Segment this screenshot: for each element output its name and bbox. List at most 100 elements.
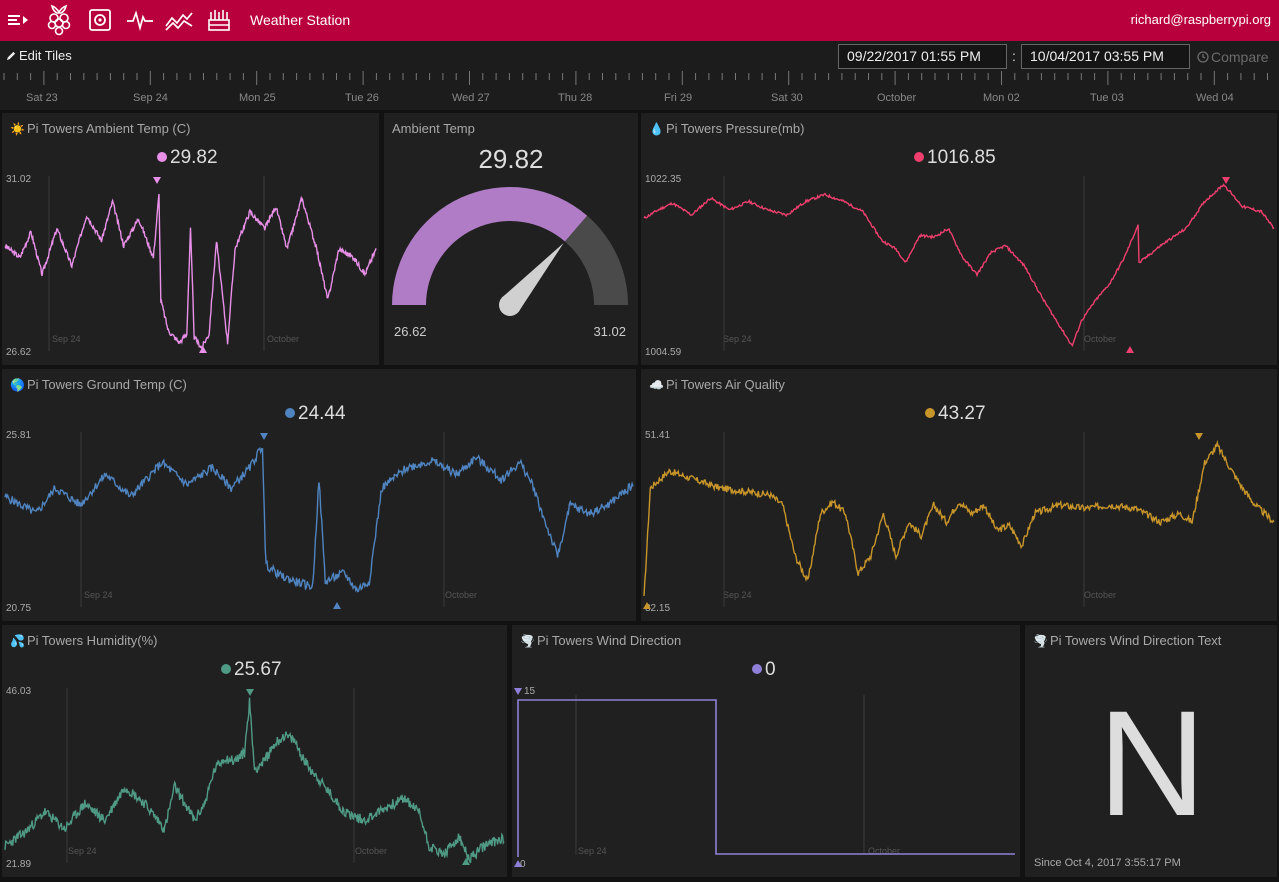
timeline-label: Mon 25: [239, 92, 276, 104]
tile-title-text: Pi Towers Humidity(%): [26, 633, 158, 648]
series-line: [517, 699, 1015, 857]
toolbar: Edit Tiles 09/22/2017 01:55 PM : 10/04/2…: [0, 41, 1279, 71]
tile-title: Ambient Temp: [392, 121, 475, 136]
device-icon[interactable]: [86, 6, 114, 34]
x-label-october: October: [445, 590, 478, 600]
gauge-hub: [499, 294, 521, 316]
tile-ambient-temp[interactable]: ☀️ Pi Towers Ambient Temp (C) 29.82 31.02…: [2, 113, 379, 365]
y-min-label: 32.15: [645, 603, 671, 614]
timeline-label: Sep 24: [133, 92, 168, 104]
raspberry-logo-icon[interactable]: [44, 3, 74, 37]
droplet-icon: 💧: [649, 122, 664, 136]
tile-title-text: Pi Towers Wind Direction Text: [1049, 633, 1222, 648]
y-max-label: 1022.35: [645, 174, 682, 185]
tile-wind-direction-text[interactable]: 🌪️ Pi Towers Wind Direction Text N Since …: [1025, 625, 1277, 877]
clock-icon: [1197, 51, 1209, 63]
min-marker: [462, 858, 470, 865]
timeline-label: Mon 02: [983, 92, 1020, 104]
station-icon[interactable]: [205, 6, 233, 34]
pulse-icon[interactable]: [126, 6, 154, 34]
pencil-icon: [6, 51, 16, 61]
series-dot: [221, 664, 231, 674]
min-marker: [643, 602, 651, 609]
tile-ambient-gauge[interactable]: Ambient Temp 29.82 26.62 31.02: [384, 113, 638, 365]
ground-temp-chart[interactable]: [2, 369, 636, 621]
current-value-text: 0: [765, 659, 776, 680]
timeline-label: Tue 03: [1090, 92, 1124, 104]
gauge-needle: [501, 242, 564, 313]
current-value-text: 25.67: [234, 659, 282, 680]
tile-wind-direction[interactable]: 🌪️ Pi Towers Wind Direction 0 15 0 Sep 24…: [512, 625, 1020, 877]
y-max-label: 15: [524, 686, 536, 697]
y-min-label: 26.62: [6, 347, 32, 358]
min-marker: [333, 602, 341, 609]
current-value: 25.67: [221, 659, 282, 681]
tile-humidity[interactable]: 💦 Pi Towers Humidity(%) 25.67 46.03 21.89…: [2, 625, 507, 877]
tile-title-text: Pi Towers Ground Temp (C): [26, 377, 187, 392]
pressure-chart[interactable]: [641, 113, 1277, 365]
current-value-text: 1016.85: [927, 147, 996, 168]
x-label-sep24: Sep 24: [578, 846, 607, 856]
x-label-october: October: [355, 846, 388, 856]
end-date-input[interactable]: 10/04/2017 03:55 PM: [1021, 44, 1190, 69]
page-title: Weather Station: [250, 12, 351, 28]
start-date-input[interactable]: 09/22/2017 01:55 PM: [838, 44, 1007, 69]
y-min-label: 0: [520, 859, 526, 870]
x-label-sep24: Sep 24: [68, 846, 97, 856]
min-marker: [514, 860, 522, 867]
gauge-track: [564, 215, 628, 305]
tile-title: ☁️ Pi Towers Air Quality: [649, 377, 785, 392]
timeline-label: Thu 28: [558, 92, 593, 104]
menu-icon[interactable]: [6, 6, 34, 34]
tile-title-text: Pi Towers Pressure(mb): [665, 121, 805, 136]
tile-title: 🌎 Pi Towers Ground Temp (C): [10, 377, 187, 392]
max-marker: [1195, 433, 1203, 440]
x-label-october: October: [1084, 590, 1117, 600]
series-dot: [914, 152, 924, 162]
tile-air-quality[interactable]: ☁️ Pi Towers Air Quality 43.27 51.41 32.1…: [641, 369, 1277, 621]
current-value: 24.44: [285, 403, 346, 425]
air-quality-chart[interactable]: [641, 369, 1277, 621]
series-dot: [925, 408, 935, 418]
compare-label: Compare: [1211, 49, 1269, 65]
y-min-label: 20.75: [6, 603, 32, 614]
wind-direction-chart[interactable]: [512, 625, 1020, 877]
compare-button[interactable]: Compare: [1197, 49, 1269, 65]
tile-ground-temp[interactable]: 🌎 Pi Towers Ground Temp (C) 24.44 25.81 2…: [2, 369, 636, 621]
tile-title-text: Pi Towers Air Quality: [665, 377, 785, 392]
y-max-label: 46.03: [6, 686, 32, 697]
timeline-label: Wed 27: [452, 92, 490, 104]
y-min-label: 1004.59: [645, 347, 682, 358]
gauge-max-label: 31.02: [593, 324, 626, 339]
humidity-chart[interactable]: [2, 625, 507, 877]
timeline-label: Fri 29: [664, 92, 693, 104]
gauge-fill: [392, 187, 588, 305]
max-marker: [260, 433, 268, 440]
timeline-label: Tue 26: [345, 92, 379, 104]
user-account-link[interactable]: richard@raspberrypi.org: [1130, 12, 1271, 27]
tile-title-text: Pi Towers Ambient Temp (C): [26, 121, 191, 136]
x-label-sep24: Sep 24: [723, 334, 752, 344]
trend-icon[interactable]: [165, 6, 193, 34]
tile-title: 🌪️ Pi Towers Wind Direction: [520, 633, 681, 648]
edit-tiles-button[interactable]: Edit Tiles: [6, 48, 72, 63]
timeline-label: October: [877, 92, 917, 104]
x-label-october: October: [267, 334, 300, 344]
series-line: [4, 697, 505, 864]
series-dot: [285, 408, 295, 418]
max-marker: [1222, 177, 1230, 184]
current-value: 0: [752, 659, 776, 681]
edit-tiles-label: Edit Tiles: [19, 48, 72, 63]
sun-icon: ☀️: [10, 122, 25, 136]
series-line: [643, 439, 1275, 596]
tile-pressure[interactable]: 💧 Pi Towers Pressure(mb) 1016.85 1022.35 …: [641, 113, 1277, 365]
tornado-icon: 🌪️: [520, 634, 535, 648]
current-value: 29.82: [157, 147, 218, 169]
ambient-temp-chart[interactable]: [2, 113, 379, 365]
globe-icon: 🌎: [10, 378, 25, 392]
y-min-label: 21.89: [6, 859, 32, 870]
series-dot: [157, 152, 167, 162]
timeline-scrubber[interactable]: Sat 23 Sep 24 Mon 25 Tue 26 Wed 27 Thu 28 Fri …: [0, 71, 1279, 110]
current-value: 1016.85: [914, 147, 996, 169]
timeline-label: Sat 30: [771, 92, 803, 104]
